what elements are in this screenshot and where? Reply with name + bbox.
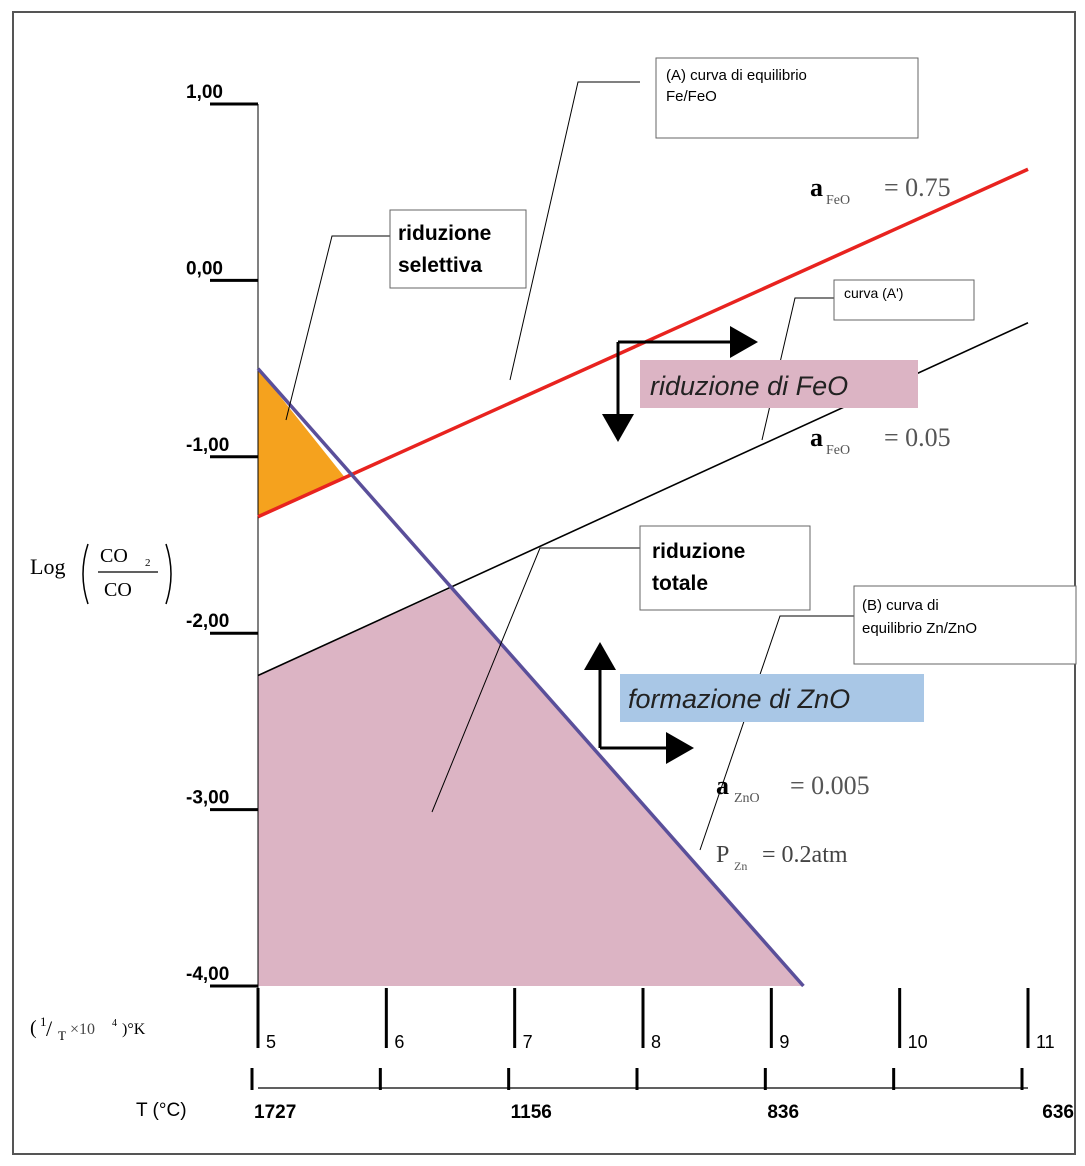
zno-direction-arrows (584, 642, 694, 764)
y-tick-label: 1,00 (186, 82, 223, 103)
y-tick-label: -3,00 (186, 788, 229, 809)
curve-b-line2: equilibrio Zn/ZnO (862, 620, 977, 637)
p-zn-value: = 0.2atm (762, 842, 848, 868)
p-zn-p: P (716, 842, 729, 868)
p-zn-sub: Zn (734, 859, 747, 873)
totale-line1: riduzione (652, 540, 745, 563)
y-tick-label: 0,00 (186, 258, 223, 279)
curve-b-line1: (B) curva di (862, 597, 939, 614)
t-tick-label: 836 (767, 1102, 799, 1123)
y-label-log: Log (30, 554, 65, 579)
riduzione-feo-text: riduzione di FeO (650, 371, 848, 401)
x-tick-label: 8 (651, 1032, 661, 1052)
t-tick-label: 1156 (511, 1102, 552, 1123)
curve-a-line2: Fe/FeO (666, 88, 717, 105)
x-tick-label: 7 (523, 1032, 533, 1052)
a-feo-005-sub: FeO (826, 443, 850, 458)
a-zno-value: = 0.005 (790, 771, 870, 800)
leader-lines (285, 81, 856, 851)
a-feo-005-label: a FeO = 0.05 (810, 423, 951, 458)
x-tick-label: 9 (779, 1032, 789, 1052)
y-label-paren-right (165, 543, 172, 605)
y-label-paren-left (82, 543, 89, 605)
x-label-slash: / (46, 1016, 53, 1041)
y-tick-label: -1,00 (186, 435, 229, 456)
riduzione-selettiva-annotation: riduzione selettiva (389, 209, 527, 289)
y-label-denominator: CO (104, 579, 132, 601)
t-tick-label: 636 (1042, 1102, 1074, 1123)
totale-line2: totale (652, 572, 708, 595)
curve-b-annotation: (B) curva di equilibrio Zn/ZnO (853, 585, 1077, 665)
x-label-exp: 4 (112, 1018, 117, 1029)
curve-a-prime-text: curva (A') (844, 285, 903, 301)
leader-curve-a (509, 81, 640, 381)
curve-a-annotation: (A) curva di equilibrio Fe/FeO (655, 57, 919, 139)
y-label-numerator-sub: 2 (145, 557, 151, 569)
curve-a-prime-annotation: curva (A') (833, 279, 975, 321)
arrow-right-icon (730, 326, 758, 358)
y-tick-label: -2,00 (186, 611, 229, 632)
a-feo-075-a: a (810, 173, 823, 202)
leader-riduzione-totale (431, 547, 640, 813)
x-label-open: ( (30, 1017, 37, 1039)
feo-direction-arrows (602, 326, 758, 442)
riduzione-totale-annotation: riduzione totale (639, 525, 811, 611)
riduzione-totale-region (258, 587, 804, 986)
formazione-zno-text: formazione di ZnO (628, 684, 850, 714)
y-axis-label: Log CO 2 CO (30, 543, 172, 605)
selettiva-line2: selettiva (398, 254, 482, 277)
curve-b-zn-zno-line (256, 367, 805, 988)
a-zno-label: a ZnO = 0.005 (716, 771, 870, 806)
riduzione-selettiva-region (258, 368, 346, 517)
x-tick-label: 6 (394, 1032, 404, 1052)
y-label-numerator: CO (100, 545, 128, 567)
riduzione-feo-label: riduzione di FeO (640, 360, 918, 408)
leader-riduzione-selettiva (285, 235, 390, 421)
formazione-zno-label: formazione di ZnO (620, 674, 924, 722)
a-feo-005-value: = 0.05 (884, 423, 951, 452)
x-tick-label: 10 (908, 1032, 928, 1052)
arrow-down-icon (602, 414, 634, 442)
x-tick-label: 5 (266, 1032, 276, 1052)
a-feo-075-label: a FeO = 0.75 (810, 173, 951, 208)
a-feo-075-value: = 0.75 (884, 173, 951, 202)
arrow-right-icon (666, 732, 694, 764)
selettiva-line1: riduzione (398, 222, 491, 245)
a-zno-a: a (716, 771, 729, 800)
x-axis-label: ( 1 / T ×10 4 )°K (30, 1014, 146, 1043)
y-tick-label: -4,00 (186, 964, 229, 985)
x-label-num: 1 (40, 1014, 47, 1029)
p-zn-label: P Zn = 0.2atm (716, 842, 848, 873)
figure-frame (12, 11, 1076, 1155)
t-tick-label: 1727 (254, 1102, 296, 1123)
x-tick-label: 11 (1036, 1032, 1055, 1052)
t-axis-label: T (°C) (136, 1100, 187, 1121)
a-feo-075-sub: FeO (826, 193, 850, 208)
a-zno-sub: ZnO (734, 791, 760, 806)
a-feo-005-a: a (810, 423, 823, 452)
leader-curve-b (699, 615, 856, 851)
curve-a-line1: (A) curva di equilibrio (666, 67, 807, 84)
x-label-close: )°K (122, 1021, 146, 1038)
arrow-up-icon (584, 642, 616, 670)
x-label-den: T (58, 1028, 66, 1043)
x-label-times: ×10 (70, 1021, 95, 1038)
